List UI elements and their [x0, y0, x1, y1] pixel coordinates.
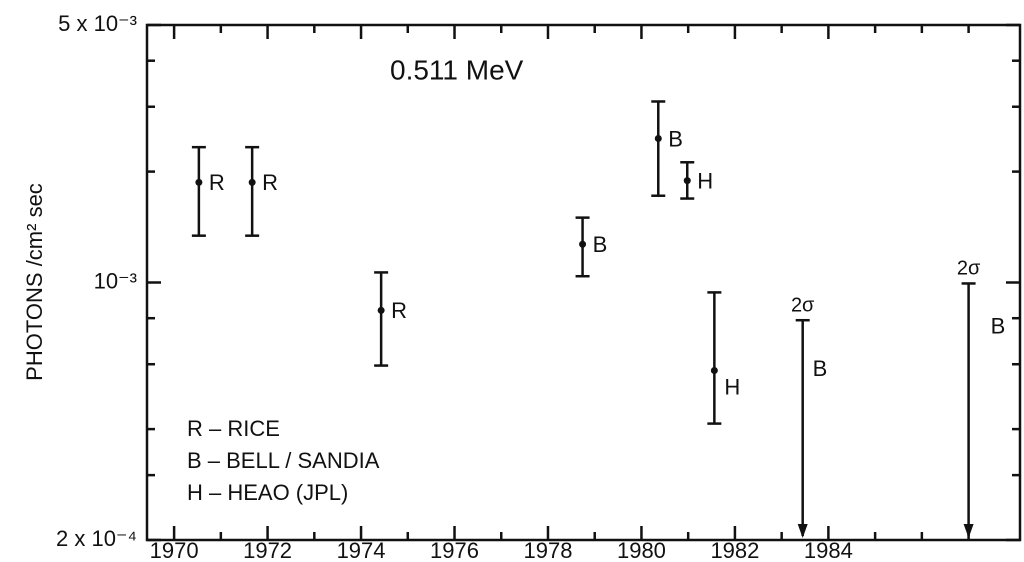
legend-entry: B – BELL / SANDIA	[187, 448, 380, 473]
limit-label: B	[991, 313, 1006, 338]
limit-label: B	[813, 356, 828, 381]
point	[377, 306, 385, 314]
point-label: H	[697, 168, 713, 193]
point	[195, 178, 203, 186]
point	[248, 178, 256, 186]
x-tick-label: 1982	[710, 538, 759, 562]
x-tick-label: 1972	[243, 538, 292, 562]
limit-arrow	[797, 524, 808, 538]
point-label: B	[593, 232, 608, 257]
y-tick-label: 10⁻³	[94, 268, 137, 293]
x-tick-label: 1976	[430, 538, 479, 562]
x-tick-label: 1970	[150, 538, 199, 562]
point-label: R	[391, 298, 407, 323]
point-label: R	[262, 170, 278, 195]
y-axis-label: PHOTONS /cm² sec	[22, 183, 47, 381]
annotation: 0.511 MeV	[390, 54, 524, 85]
point	[710, 366, 718, 374]
point	[654, 134, 662, 142]
point	[683, 177, 691, 185]
y-tick-label: 2 x 10⁻⁴	[56, 526, 137, 551]
x-tick-label: 1974	[337, 538, 386, 562]
limit-arrow	[963, 524, 974, 538]
legend-entry: R – RICE	[187, 416, 280, 441]
legend-entry: H – HEAO (JPL)	[187, 480, 348, 505]
x-tick-label: 1980	[617, 538, 666, 562]
x-tick-label: 1984	[804, 538, 853, 562]
sigma-label: 2σ	[957, 258, 981, 280]
point-label: B	[668, 126, 683, 151]
x-tick-label: 1978	[524, 538, 573, 562]
point-label: H	[724, 374, 740, 399]
y-tick-label: 5 x 10⁻³	[58, 11, 137, 36]
sigma-label: 2σ	[791, 294, 815, 316]
point	[579, 240, 587, 248]
point-label: R	[209, 170, 225, 195]
